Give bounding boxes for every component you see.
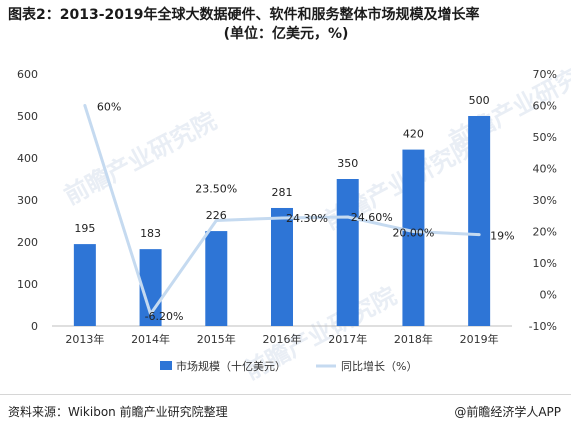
line-layer <box>83 104 481 316</box>
growth-value-label: 23.50% <box>195 182 237 195</box>
bar <box>205 231 228 326</box>
labels-layer: 195 183 226 281 350 420 500 60% -6.20% 23.50% 24.3… <box>74 94 514 323</box>
y-right-tick-label: 40% <box>533 163 557 176</box>
y-right-tick-label: 0% <box>540 289 557 302</box>
x-tick-label: 2014年 <box>131 332 170 346</box>
axes-layer: 0 100 200 300 400 500 600 -10% 0% 10% 20% 30% 40% 50%… <box>17 68 557 346</box>
bar <box>336 179 359 326</box>
bar <box>271 207 293 326</box>
legend: 市场规模（十亿美元） 同比增长（%） <box>160 359 417 373</box>
chart-title-line2: (单位：亿美元，%) <box>223 26 349 42</box>
y-left-tick-label: 300 <box>17 194 38 207</box>
growth-value-label: 24.30% <box>286 212 328 225</box>
x-tick-label: 2013年 <box>65 332 104 346</box>
bar-value-label: 183 <box>140 227 161 240</box>
y-right-tick-label: 50% <box>533 131 557 144</box>
bar <box>468 116 491 326</box>
growth-point <box>411 230 415 233</box>
legend-bar-swatch <box>160 361 172 370</box>
brand-text: @前瞻经济学人APP <box>454 405 561 419</box>
x-tick-label: 2016年 <box>263 332 302 346</box>
growth-value-label: 24.60% <box>351 211 393 224</box>
bar <box>402 149 425 326</box>
growth-point <box>280 216 284 220</box>
growth-value-label: -6.20% <box>145 310 184 323</box>
legend-bar-label: 市场规模（十亿美元） <box>176 359 286 373</box>
chart-title: 图表2：2013-2019年全球大数据硬件、软件和服务整体市场规模及增长率 (单… <box>8 6 564 44</box>
x-tick-label: 2019年 <box>460 332 499 346</box>
bar-value-label: 195 <box>74 222 95 235</box>
bar-value-label: 500 <box>469 94 490 107</box>
bar-value-label: 420 <box>403 128 424 141</box>
growth-point <box>346 215 350 219</box>
y-left-tick-label: 200 <box>17 236 38 249</box>
growth-point <box>214 218 218 222</box>
y-right-tick-label: 60% <box>533 100 557 113</box>
growth-point <box>477 233 481 237</box>
y-right-tick-label: 70% <box>533 68 557 81</box>
growth-value-label: 19% <box>490 230 514 243</box>
y-right-tick-label: -10% <box>529 320 557 333</box>
legend-line-label: 同比增长（%） <box>341 359 417 373</box>
x-tick-label: 2015年 <box>197 332 236 346</box>
y-left-tick-label: 0 <box>31 320 38 333</box>
y-left-tick-label: 400 <box>17 152 38 165</box>
chart-title-line1: 图表2：2013-2019年全球大数据硬件、软件和服务整体市场规模及增长率 <box>8 7 480 23</box>
x-tick-label: 2018年 <box>394 332 433 346</box>
y-right-tick-label: 20% <box>533 226 557 239</box>
bar <box>73 244 96 326</box>
bar-value-label: 226 <box>206 209 227 222</box>
growth-value-label: 20.00% <box>392 227 434 240</box>
bar-value-label: 350 <box>337 157 358 170</box>
y-right-tick-label: 30% <box>533 194 557 207</box>
y-left-tick-label: 600 <box>17 68 38 81</box>
footer: 资料来源：Wikibon 前瞻产业研究院整理 @前瞻经济学人APP <box>0 394 571 431</box>
brand-credit: @前瞻经济学人APP <box>454 403 561 420</box>
source-note: 资料来源：Wikibon 前瞻产业研究院整理 <box>8 405 228 419</box>
growth-value-label: 60% <box>97 101 121 114</box>
growth-point <box>149 312 153 316</box>
growth-point <box>83 104 87 107</box>
y-right-tick-label: 10% <box>533 257 557 270</box>
y-left-tick-label: 500 <box>17 110 38 123</box>
bar-value-label: 281 <box>272 186 293 199</box>
x-tick-label: 2017年 <box>328 332 367 346</box>
y-left-tick-label: 100 <box>17 278 38 291</box>
